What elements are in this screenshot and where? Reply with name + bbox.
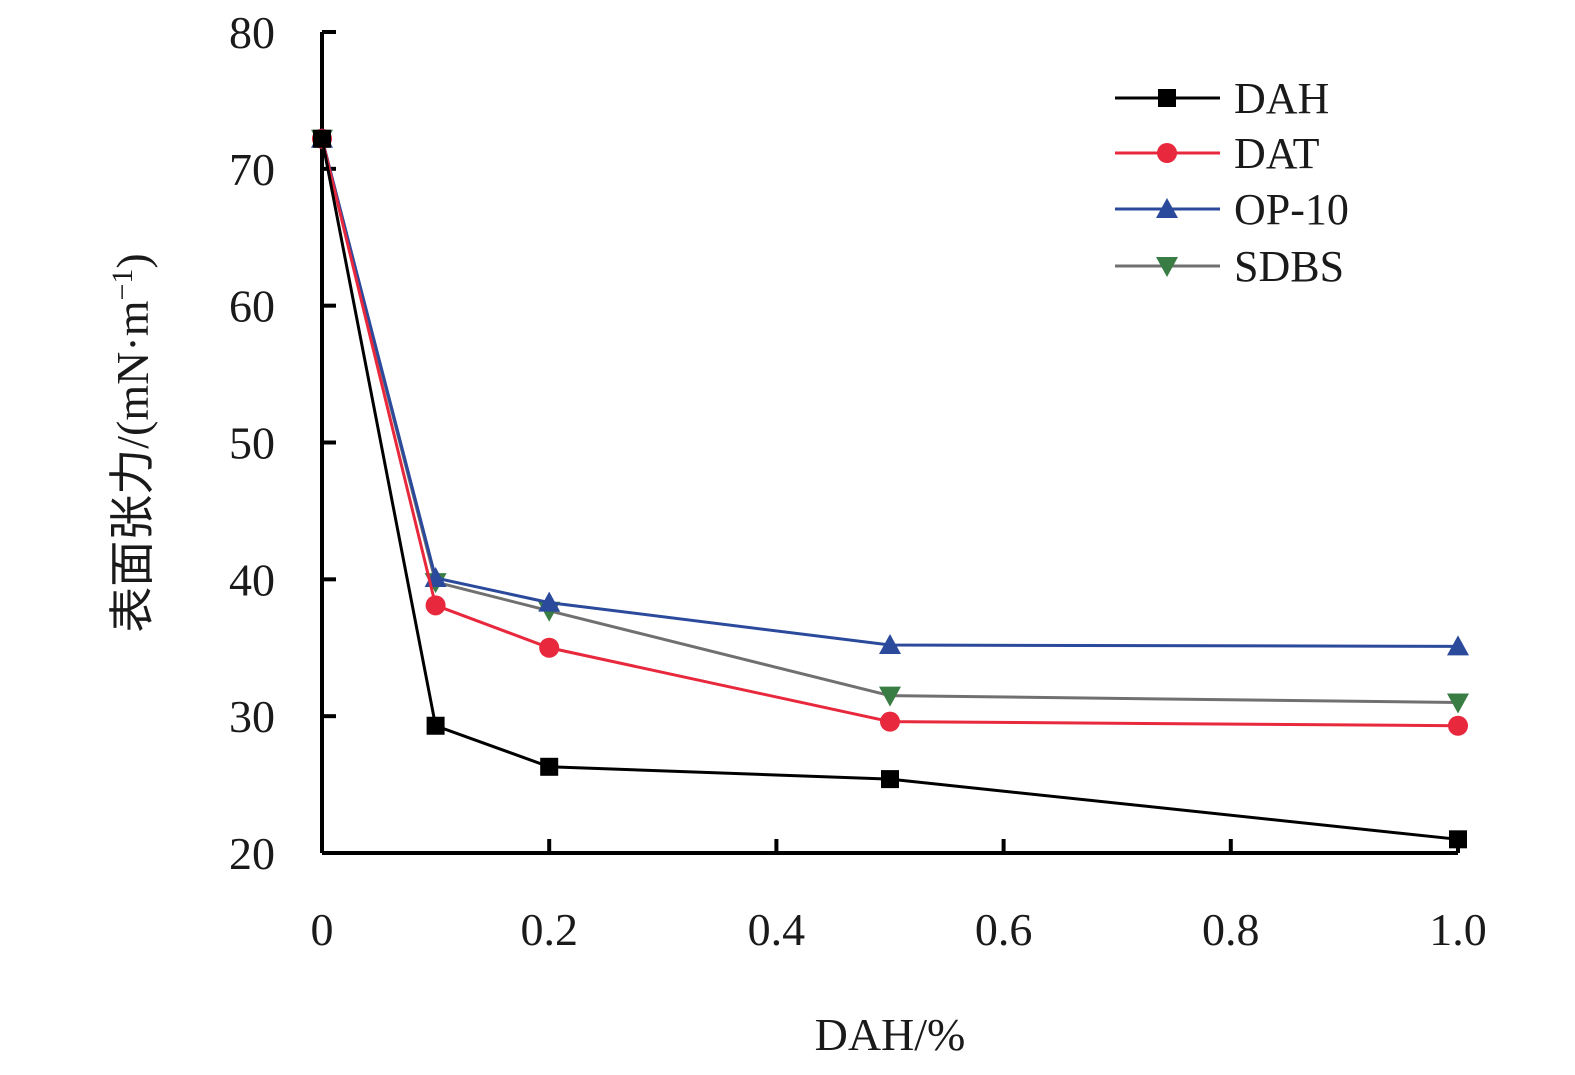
legend-label: DAH	[1234, 74, 1329, 123]
y-tick-label: 50	[229, 418, 275, 469]
data-point-op-10	[538, 591, 561, 612]
y-tick-label: 40	[229, 554, 275, 605]
x-tick-label: 0.2	[520, 904, 578, 955]
legend-item-sdbs: SDBS	[1115, 242, 1344, 291]
x-tick-label: 0.8	[1202, 904, 1260, 955]
data-point-op-10	[1447, 635, 1469, 656]
legend-swatch-marker	[1157, 143, 1177, 163]
legend-swatch-marker	[1156, 198, 1178, 218]
data-point-sdbs	[879, 686, 901, 707]
data-point-op-10	[879, 634, 901, 655]
legend-item-op-10: OP-10	[1115, 185, 1349, 234]
y-tick-label: 30	[229, 691, 275, 742]
axes: 20 30 40 50 60 70 80 0 0.2 0.4 0.6 0.8 1.0	[229, 7, 1487, 955]
data-point-dah	[881, 770, 899, 789]
data-point-dah	[426, 716, 445, 735]
y-axis-title-main: 表面张力/(mN·m	[107, 300, 158, 632]
legend-swatch-marker	[1156, 257, 1178, 277]
y-axis-title-superscript: −1	[106, 269, 139, 301]
data-point-sdbs	[1447, 693, 1469, 714]
data-point-dat	[539, 637, 560, 658]
data-point-dat	[880, 711, 900, 732]
y-tick-label: 20	[229, 828, 275, 879]
y-axis-title-close: )	[107, 253, 158, 268]
y-tick-label: 60	[229, 281, 275, 332]
series-dat	[312, 128, 1468, 736]
series-layer	[311, 127, 1469, 849]
y-tick-label: 70	[229, 144, 275, 195]
data-point-dat	[425, 595, 446, 616]
legend-label: OP-10	[1234, 185, 1349, 234]
y-axis-title: 表面张力/(mN·m−1)	[106, 253, 158, 632]
y-tick-label: 80	[229, 7, 275, 58]
data-point-dat	[1448, 715, 1468, 736]
x-tick-label: 0	[311, 904, 334, 955]
legend-label: DAT	[1234, 129, 1320, 178]
data-point-dah	[1449, 830, 1467, 849]
legend-label: SDBS	[1234, 242, 1344, 291]
x-tick-label: 0.4	[748, 904, 806, 955]
x-tick-label: 0.6	[975, 904, 1033, 955]
legend-swatch-marker	[1158, 89, 1176, 107]
legend: DAH DAT OP-10 SDBS	[1115, 74, 1349, 291]
legend-item-dah: DAH	[1115, 74, 1329, 123]
data-point-dah	[540, 757, 559, 776]
series-dah	[313, 129, 1467, 849]
legend-item-dat: DAT	[1115, 129, 1320, 178]
data-point-dah	[313, 129, 331, 148]
x-tick-label: 1.0	[1429, 904, 1487, 955]
x-axis-title: DAH/%	[815, 1009, 966, 1060]
